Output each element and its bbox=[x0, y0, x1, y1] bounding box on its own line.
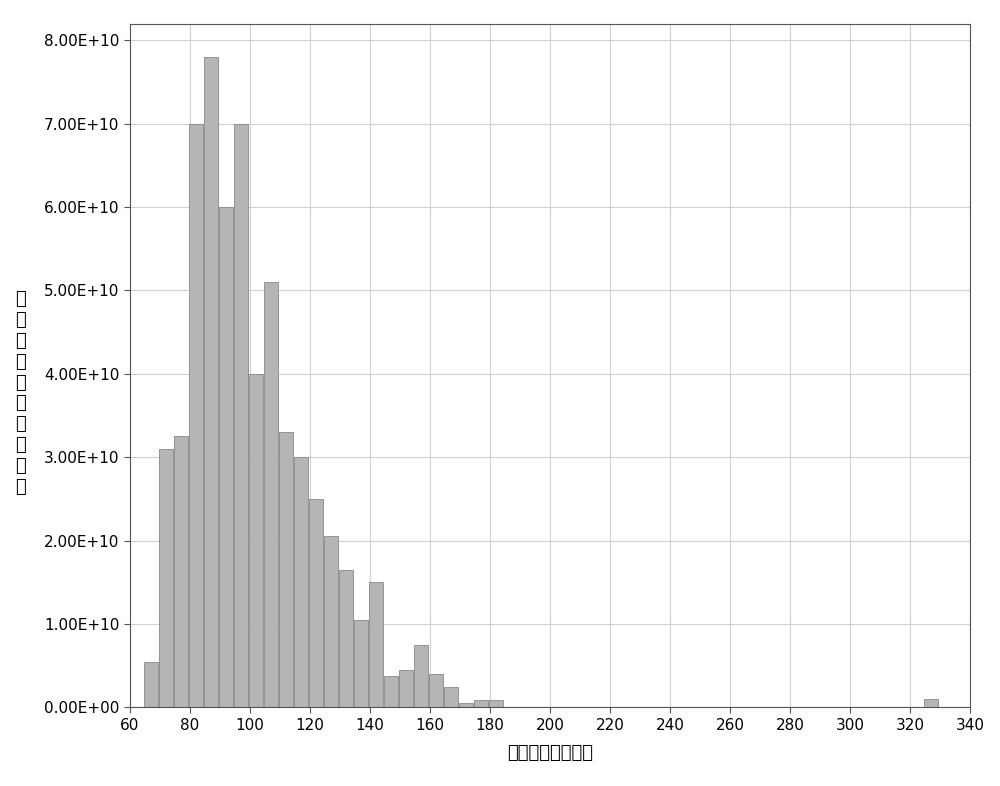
Bar bbox=[354, 620, 368, 707]
Bar bbox=[369, 582, 383, 707]
Bar bbox=[174, 436, 188, 707]
X-axis label: 微粒直径（纳米）: 微粒直径（纳米） bbox=[507, 744, 593, 762]
Text: 浓
度
（
粒
子
数
／
毫
升
）: 浓 度 （ 粒 子 数 ／ 毫 升 ） bbox=[15, 290, 25, 496]
Bar bbox=[309, 499, 323, 707]
Bar bbox=[414, 645, 428, 707]
Bar bbox=[159, 449, 173, 707]
Bar bbox=[294, 457, 308, 707]
Bar bbox=[339, 570, 353, 707]
Bar bbox=[204, 57, 218, 707]
Bar bbox=[474, 700, 488, 707]
Bar bbox=[279, 432, 293, 707]
Bar bbox=[459, 703, 473, 707]
Bar bbox=[189, 123, 203, 707]
Bar bbox=[234, 123, 248, 707]
Bar bbox=[444, 686, 458, 707]
Bar bbox=[144, 662, 158, 707]
Bar bbox=[324, 537, 338, 707]
Bar bbox=[219, 207, 233, 707]
Bar bbox=[264, 282, 278, 707]
Bar bbox=[429, 674, 443, 707]
Bar bbox=[384, 676, 398, 707]
Bar bbox=[399, 670, 413, 707]
Bar bbox=[489, 700, 503, 707]
Bar bbox=[924, 699, 938, 707]
Bar bbox=[249, 374, 263, 707]
